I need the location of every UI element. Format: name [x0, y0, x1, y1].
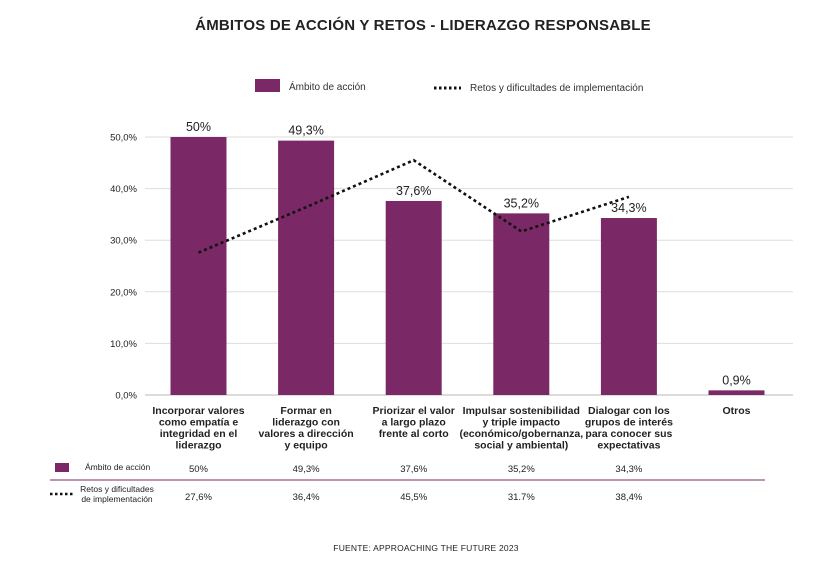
table-cell: 31.7%: [508, 492, 535, 503]
y-tick-label: 40,0%: [110, 184, 137, 195]
category-label: Impulsar sostenibilidad: [463, 405, 580, 417]
bar-value-label: 50%: [186, 120, 211, 134]
legend-label-line: Retos y dificultades de implementación: [470, 83, 643, 94]
category-label: Dialogar con los: [588, 405, 670, 417]
y-tick-label: 30,0%: [110, 236, 137, 247]
bar-value-label: 35,2%: [504, 196, 539, 210]
table-label-bars: Ámbito de acción: [85, 462, 150, 472]
table-label-line-2: de implementación: [81, 494, 153, 504]
y-tick-label: 0,0%: [115, 391, 137, 402]
bar: [170, 137, 227, 395]
legend: Ámbito de acción Retos y dificultades de…: [255, 79, 643, 94]
category-label: Incorporar valores: [152, 405, 244, 417]
table-cell: 38,4%: [615, 492, 642, 503]
y-tick-label: 20,0%: [110, 287, 137, 298]
bar-value-label: 0,9%: [722, 373, 751, 387]
bar: [278, 140, 335, 395]
source-note: FUENTE: APPROACHING THE FUTURE 2023: [333, 543, 518, 553]
table-cell: 34,3%: [615, 464, 642, 475]
category-label: como empatía e: [159, 417, 239, 429]
y-tick-label: 50,0%: [110, 133, 137, 144]
table-cell: 49,3%: [293, 464, 320, 475]
table-cell: 37,6%: [400, 464, 427, 475]
category-label: Otros: [722, 405, 750, 417]
table-label-line-1: Retos y dificultades: [80, 484, 154, 494]
category-label: expectativas: [597, 440, 660, 452]
bar-value-labels: 50% 49,3% 37,6% 35,2% 34,3% 0,9%: [186, 120, 751, 387]
bar-value-label: 34,3%: [611, 201, 646, 215]
category-label: y triple impacto: [482, 417, 560, 429]
y-tick-label: 10,0%: [110, 339, 137, 350]
bar: [600, 218, 657, 395]
legend-label-bars: Ámbito de acción: [289, 80, 366, 93]
category-label: frente al corto: [379, 428, 449, 440]
table-cell: 27,6%: [185, 492, 212, 503]
legend-swatch-bars: [255, 79, 280, 92]
category-label: grupos de interés: [585, 417, 673, 429]
y-axis-ticks: 0,0% 10,0% 20,0% 30,0% 40,0% 50,0%: [110, 133, 137, 402]
table-cell: 45,5%: [400, 492, 427, 503]
chart-title: ÁMBITOS DE ACCIÓN Y RETOS - LIDERAZGO RE…: [195, 16, 651, 34]
table-cell: 36,4%: [293, 492, 320, 503]
bar-value-label: 37,6%: [396, 184, 431, 198]
category-label: para conocer sus: [585, 428, 672, 440]
category-label: a largo plazo: [382, 417, 446, 429]
category-label: valores a dirección: [259, 428, 354, 440]
category-label: liderazgo con: [272, 417, 340, 429]
data-table: Ámbito de acción Retos y dificultades de…: [50, 462, 765, 504]
gridlines: [145, 136, 793, 396]
bars: [170, 137, 765, 395]
bar-value-label: 49,3%: [288, 124, 323, 138]
bar: [708, 390, 765, 395]
category-label: social y ambiental): [474, 440, 568, 452]
bar: [385, 200, 442, 395]
table-swatch-bars: [55, 463, 69, 472]
category-label: (económico/gobernanza,: [459, 428, 583, 440]
retos-line: [197, 158, 630, 254]
table-cell: 50%: [189, 464, 209, 475]
category-label: integridad en el: [160, 428, 238, 440]
category-label: liderazgo: [175, 440, 221, 452]
category-label: Priorizar el valor: [373, 405, 455, 417]
category-label: Formar en: [280, 405, 331, 417]
category-label: y equipo: [285, 440, 328, 452]
table-cell: 35,2%: [508, 464, 535, 475]
bar: [493, 213, 550, 395]
